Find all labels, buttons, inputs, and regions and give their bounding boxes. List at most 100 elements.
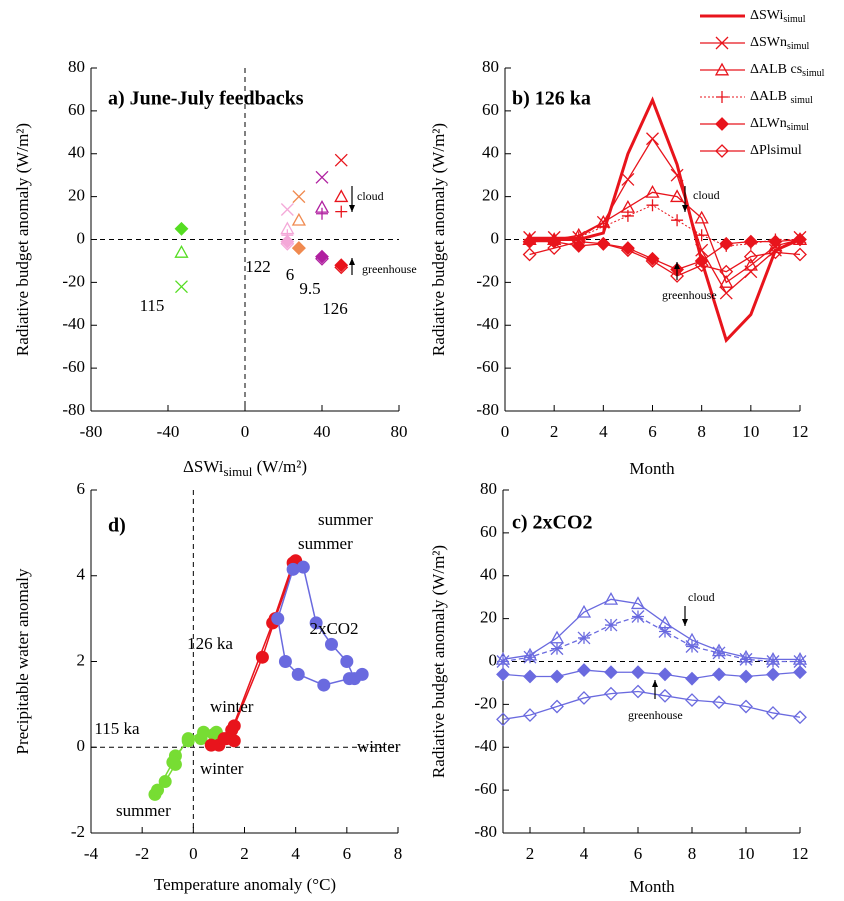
x-tick-label: 6 xyxy=(343,844,352,863)
y-tick-label: -80 xyxy=(474,822,497,841)
y-tick-label: 6 xyxy=(77,479,86,498)
y-tick-label: -2 xyxy=(71,822,85,841)
marker xyxy=(645,254,660,268)
marker xyxy=(695,229,708,242)
y-tick-label: 20 xyxy=(68,186,85,205)
marker xyxy=(694,210,709,224)
y-tick-label: 60 xyxy=(68,100,85,119)
legend-marker xyxy=(715,144,729,158)
marker xyxy=(315,251,329,266)
marker xyxy=(522,247,537,262)
x-tick-label: 8 xyxy=(688,844,697,863)
legend-name: ΔLWn xyxy=(750,116,787,131)
marker xyxy=(739,652,753,666)
marker xyxy=(576,604,592,618)
arrow-head xyxy=(682,619,688,626)
annotation: greenhouse xyxy=(628,708,683,722)
marker xyxy=(766,667,780,682)
series-line xyxy=(529,137,801,295)
y-tick-label: 2 xyxy=(77,650,86,669)
y-tick-label: 0 xyxy=(77,736,86,755)
marker xyxy=(645,184,660,198)
marker xyxy=(719,236,734,251)
x-tick-label: -80 xyxy=(80,422,103,441)
legend-label: ΔALB simul xyxy=(750,89,813,106)
marker xyxy=(166,755,180,769)
marker xyxy=(695,243,709,257)
y-axis-label: Radiative budget anomaly (W/m²) xyxy=(429,123,448,356)
x-axis-label: Month xyxy=(629,459,675,478)
marker xyxy=(620,243,635,258)
marker xyxy=(296,560,310,574)
y-tick-label: -60 xyxy=(474,779,497,798)
marker xyxy=(550,699,564,714)
marker xyxy=(603,591,619,605)
series-label: 2xCO2 xyxy=(309,619,358,638)
marker xyxy=(596,236,611,251)
panel-title: c) 2xCO2 xyxy=(512,512,593,534)
marker xyxy=(174,221,189,236)
marker xyxy=(291,241,306,255)
x-tick-label: 2 xyxy=(550,422,559,441)
marker xyxy=(719,264,734,279)
marker xyxy=(291,667,305,681)
marker xyxy=(658,667,672,682)
marker xyxy=(523,708,537,723)
marker xyxy=(547,241,562,255)
marker xyxy=(334,153,348,167)
marker xyxy=(793,655,807,668)
y-tick-label: 40 xyxy=(68,143,85,162)
x-axis-label-part: ΔSWi xyxy=(183,457,224,476)
marker xyxy=(175,280,188,294)
marker xyxy=(334,258,349,273)
marker xyxy=(712,646,726,660)
legend-label: ΔSWnsimul xyxy=(750,35,809,52)
y-tick-label: -40 xyxy=(476,314,499,333)
x-tick-label: 80 xyxy=(391,422,408,441)
marker xyxy=(671,214,684,227)
y-tick-label: -20 xyxy=(476,271,499,290)
marker xyxy=(739,699,753,714)
y-tick-label: 80 xyxy=(68,57,85,76)
series-label: 126 xyxy=(322,299,348,318)
x-tick-label: -4 xyxy=(84,844,99,863)
legend-sub: simul xyxy=(783,14,805,25)
annotation: winter xyxy=(210,697,254,716)
marker xyxy=(739,669,753,684)
marker xyxy=(630,596,646,610)
legend-label: ΔALB cssimul xyxy=(750,62,825,79)
marker xyxy=(334,189,349,203)
marker xyxy=(315,170,329,184)
x-tick-label: 8 xyxy=(697,422,706,441)
marker xyxy=(496,655,510,668)
annotation: summer xyxy=(298,534,353,553)
marker xyxy=(793,247,807,262)
y-tick-label: 40 xyxy=(480,565,497,584)
marker xyxy=(719,275,734,288)
marker xyxy=(280,234,295,249)
legend-marker xyxy=(715,36,729,50)
annotation: cloud xyxy=(688,590,715,604)
marker xyxy=(604,665,618,680)
marker xyxy=(280,203,294,216)
marker xyxy=(766,706,780,720)
marker xyxy=(571,234,586,249)
x-axis-label: Month xyxy=(629,877,675,896)
annotation: winter xyxy=(200,759,244,778)
arrow-head xyxy=(349,205,355,212)
marker xyxy=(621,209,634,222)
marker xyxy=(712,667,726,682)
marker xyxy=(658,625,672,638)
marker xyxy=(743,234,758,249)
marker xyxy=(685,671,699,686)
y-tick-label: 40 xyxy=(482,143,499,162)
y-tick-label: -80 xyxy=(62,400,85,419)
series-line xyxy=(210,558,298,746)
x-axis-label: Temperature anomaly (°C) xyxy=(154,875,336,894)
x-tick-label: 2 xyxy=(240,844,249,863)
marker xyxy=(694,254,709,268)
marker xyxy=(255,650,269,664)
marker xyxy=(577,691,591,705)
marker xyxy=(204,738,218,752)
